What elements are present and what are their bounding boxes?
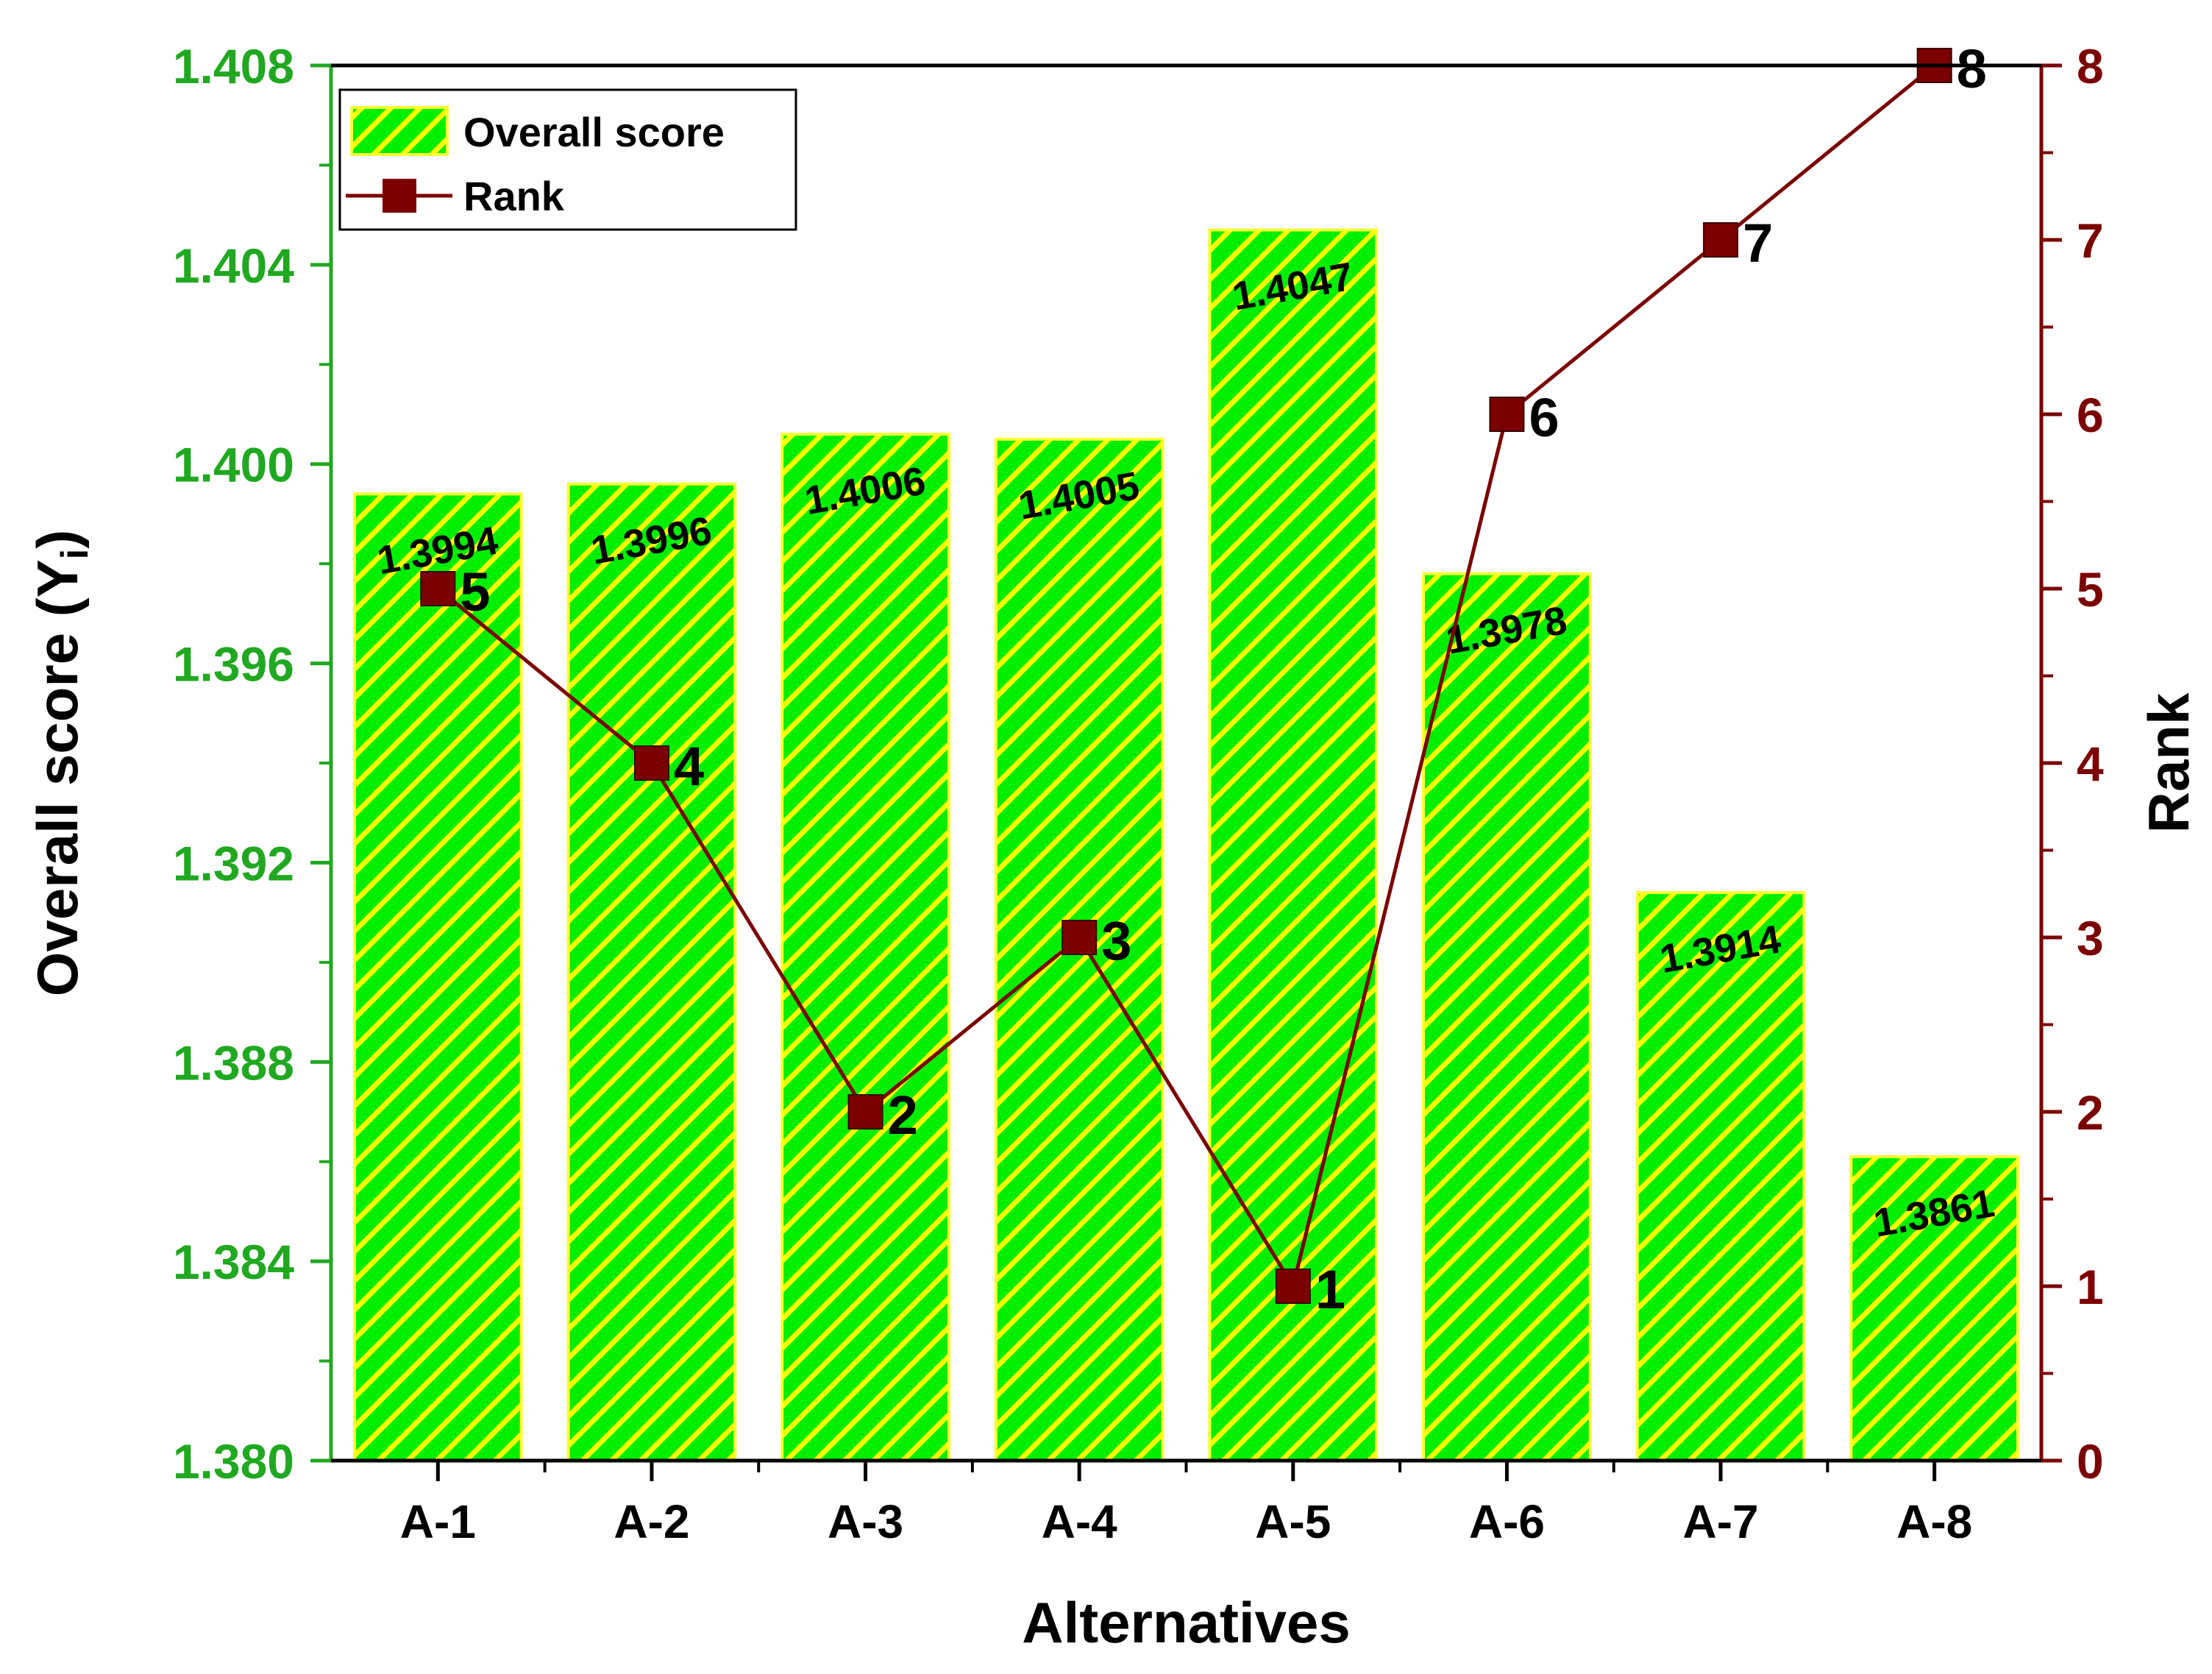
y-axis-title-subscript: i: [54, 549, 96, 559]
legend-label-rank: Rank: [463, 173, 565, 219]
left-tick-label: 1.396: [173, 637, 294, 692]
bar-a-2: [566, 482, 737, 1462]
rank-marker: [420, 571, 456, 606]
legend-swatch-overall-score: [350, 106, 449, 156]
x-tick-label: A-6: [1469, 1495, 1545, 1548]
right-tick-label: 6: [2077, 388, 2104, 442]
ticks-layer: 1.380 1.384 1.388 1.392 1.396 1.400 1.404 1.408…: [173, 39, 2104, 1548]
legend: Overall score Rank: [338, 88, 797, 231]
x-tick-label: A-3: [828, 1495, 903, 1548]
x-tick-label: A-1: [400, 1495, 476, 1548]
rank-marker: [633, 745, 669, 781]
rank-data-label: 4: [674, 736, 704, 797]
rank-marker: [847, 1094, 883, 1129]
left-tick-label: 1.384: [173, 1235, 294, 1289]
right-tick-label: 1: [2077, 1260, 2104, 1314]
axis-titles: Alternatives Overall score (Yi) Rank: [25, 530, 2201, 1655]
x-tick-label: A-8: [1896, 1495, 1972, 1548]
right-tick-label: 2: [2077, 1085, 2104, 1140]
left-tick-label: 1.392: [173, 836, 294, 890]
left-tick-label: 1.404: [173, 238, 294, 293]
rank-marker: [1061, 920, 1098, 955]
legend-label-overall-score: Overall score: [463, 109, 725, 155]
legend-swatch-rank-marker: [383, 179, 416, 213]
right-tick-label: 7: [2077, 213, 2104, 268]
left-tick-label: 1.380: [173, 1434, 294, 1489]
right-tick-label: 3: [2077, 911, 2104, 965]
x-tick-label: A-2: [614, 1495, 689, 1548]
rank-line-layer: 5 4 2 3 1 6 7 8: [420, 38, 1987, 1320]
bar-a-1: [352, 492, 523, 1462]
rank-data-label: 8: [1957, 38, 1987, 99]
bar-a-7: [1635, 891, 1806, 1462]
rank-data-label: 6: [1529, 387, 1559, 448]
right-tick-label: 4: [2077, 737, 2104, 791]
rank-data-label: 3: [1101, 910, 1131, 971]
left-tick-label: 1.388: [173, 1035, 294, 1090]
rank-marker: [1275, 1269, 1311, 1304]
y-axis-title: Overall score (Yi): [25, 530, 96, 996]
left-tick-label: 1.400: [173, 438, 294, 492]
bars-layer: [352, 228, 2020, 1463]
x-axis-title: Alternatives: [1022, 1590, 1351, 1655]
y-axis-title-main: Overall score (Y: [25, 559, 90, 996]
rank-marker: [1489, 397, 1525, 432]
x-tick-label: A-4: [1042, 1495, 1118, 1548]
right-tick-label: 0: [2077, 1434, 2104, 1489]
left-tick-label: 1.408: [173, 39, 294, 93]
right-tick-label: 8: [2077, 39, 2104, 93]
bar-a-3: [780, 433, 950, 1462]
x-tick-label: A-7: [1683, 1495, 1759, 1548]
rank-data-label: 2: [888, 1085, 918, 1146]
bar-a-6: [1422, 572, 1592, 1463]
rank-line: [436, 64, 1936, 1291]
y-axis-title-close: ): [25, 530, 90, 549]
rank-data-label: 1: [1315, 1259, 1345, 1320]
x-tick-label: A-5: [1255, 1495, 1331, 1548]
bar-a-5: [1208, 228, 1379, 1462]
rank-marker: [1703, 222, 1739, 258]
rank-data-label: 5: [460, 561, 490, 623]
right-tick-label: 5: [2077, 562, 2104, 617]
rank-data-label: 7: [1743, 213, 1773, 274]
y2-axis-title: Rank: [2136, 692, 2201, 833]
bar-a-8: [1849, 1155, 2020, 1462]
